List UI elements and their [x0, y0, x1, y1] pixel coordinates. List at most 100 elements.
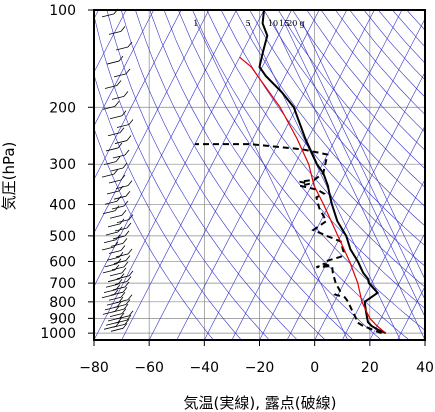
dry-adiabat-line: [178, 10, 425, 331]
isotherm-line: [176, 10, 348, 340]
x-tick-label: 20: [361, 360, 379, 376]
isotherm-line: [94, 10, 265, 340]
x-tick-label: −80: [79, 360, 109, 376]
y-tick-label: 900: [49, 311, 76, 327]
wind-barb: [111, 91, 129, 100]
mixing-ratio-line: [247, 21, 401, 340]
wind-barb: [102, 101, 120, 110]
isotherm-line: [231, 10, 403, 340]
dry-adiabat-line: [249, 10, 425, 227]
y-axis-label: 気圧(hPa): [0, 142, 18, 211]
mixing-ratio-label: 15: [279, 19, 289, 28]
isotherm-line: [424, 339, 425, 340]
wind-barb: [110, 323, 128, 332]
isotherm-line: [369, 232, 425, 340]
dry-adiabat-line: [306, 10, 425, 151]
wind-barb: [106, 296, 124, 306]
isotherm-line: [259, 18, 425, 340]
y-tick-label: 700: [49, 276, 76, 292]
dry-adiabat-line: [120, 10, 326, 340]
mixing-ratio-label: 1: [193, 19, 198, 28]
wind-barb: [106, 185, 124, 195]
dry-adiabat-line: [277, 10, 425, 188]
isotherm-line: [204, 10, 375, 340]
y-tick-label: 200: [49, 100, 76, 116]
wind-barb: [113, 68, 131, 78]
wind-barb: [107, 218, 125, 228]
sounding-curves: [194, 10, 387, 335]
dry-adiabat-line: [163, 10, 410, 340]
isotherm-line: [94, 10, 210, 234]
dry-adiabat-line: [263, 10, 425, 207]
y-tick-label: 400: [49, 198, 76, 214]
wind-barb: [109, 308, 127, 318]
x-axis-label: 気温(実線), 露点(破線): [184, 394, 337, 412]
dry-adiabat-line: [292, 10, 425, 169]
x-tick-label: 40: [416, 360, 434, 376]
mixing-ratio-line: [283, 21, 425, 318]
wind-barb: [105, 142, 123, 152]
dry-adiabat-line: [135, 10, 354, 340]
dry-adiabat-line: [94, 14, 270, 340]
mixing-ratio-label: 20: [287, 19, 297, 28]
wind-barb: [102, 306, 120, 315]
wind-barb: [106, 252, 124, 261]
dewpoint-curve: [194, 143, 382, 335]
y-tick-label: 1000: [40, 326, 76, 342]
wind-barb: [101, 289, 119, 299]
wind-barb: [105, 226, 123, 236]
isotherm-line: [94, 10, 182, 181]
wind-barb: [104, 80, 122, 89]
wind-barb: [105, 278, 123, 288]
wind-barb: [104, 258, 122, 268]
x-tick-label: 0: [310, 360, 319, 376]
wind-barb: [107, 312, 125, 322]
wind-barb: [108, 245, 126, 254]
wind-barb: [116, 214, 134, 224]
dry-adiabat-line: [235, 10, 425, 247]
wind-barb: [114, 222, 132, 232]
dry-adiabat-line: [220, 10, 425, 267]
x-axis-ticks: −80 −60 −40 −20 0 20 40: [79, 340, 434, 376]
reference-lines: [94, 10, 425, 340]
wind-barb: [105, 316, 123, 326]
wind-barb: [104, 301, 122, 311]
wind-barb: [108, 174, 126, 184]
wind-barb: [110, 238, 128, 247]
mixing-ratio-line: [292, 21, 425, 301]
dry-adiabat-line: [206, 10, 425, 288]
wind-barb: [114, 276, 132, 285]
wind-barb: [113, 255, 131, 264]
y-tick-label: 600: [49, 254, 76, 270]
parcel-curve: [239, 56, 387, 334]
wind-barb: [103, 284, 121, 293]
dry-adiabat-line: [106, 10, 298, 340]
wind-barb: [115, 41, 133, 51]
wind-barb: [106, 55, 124, 65]
wind-barb: [107, 273, 125, 283]
mixing-ratio-line: [272, 21, 425, 340]
wind-barb: [107, 127, 125, 137]
wind-barb: [102, 205, 120, 215]
wind-barb: [112, 149, 130, 159]
wind-barb: [104, 195, 122, 205]
wind-barb: [111, 261, 129, 271]
mixing-ratio-label: 5: [246, 19, 251, 28]
x-tick-label: −60: [134, 360, 164, 376]
wind-barb: [102, 264, 120, 274]
wind-barb: [103, 234, 121, 244]
wind-barb: [109, 210, 127, 219]
wind-barb: [101, 168, 119, 178]
wind-barb: [116, 270, 134, 280]
wind-barb: [108, 26, 126, 35]
wind-barb: [109, 267, 127, 277]
mixing-ratio-label: g: [299, 19, 304, 28]
wind-barb: [114, 135, 132, 144]
wind-barb: [101, 241, 119, 251]
isotherm-line: [94, 10, 127, 73]
wind-barb: [116, 119, 134, 128]
mixing-ratio-line: [301, 21, 425, 281]
